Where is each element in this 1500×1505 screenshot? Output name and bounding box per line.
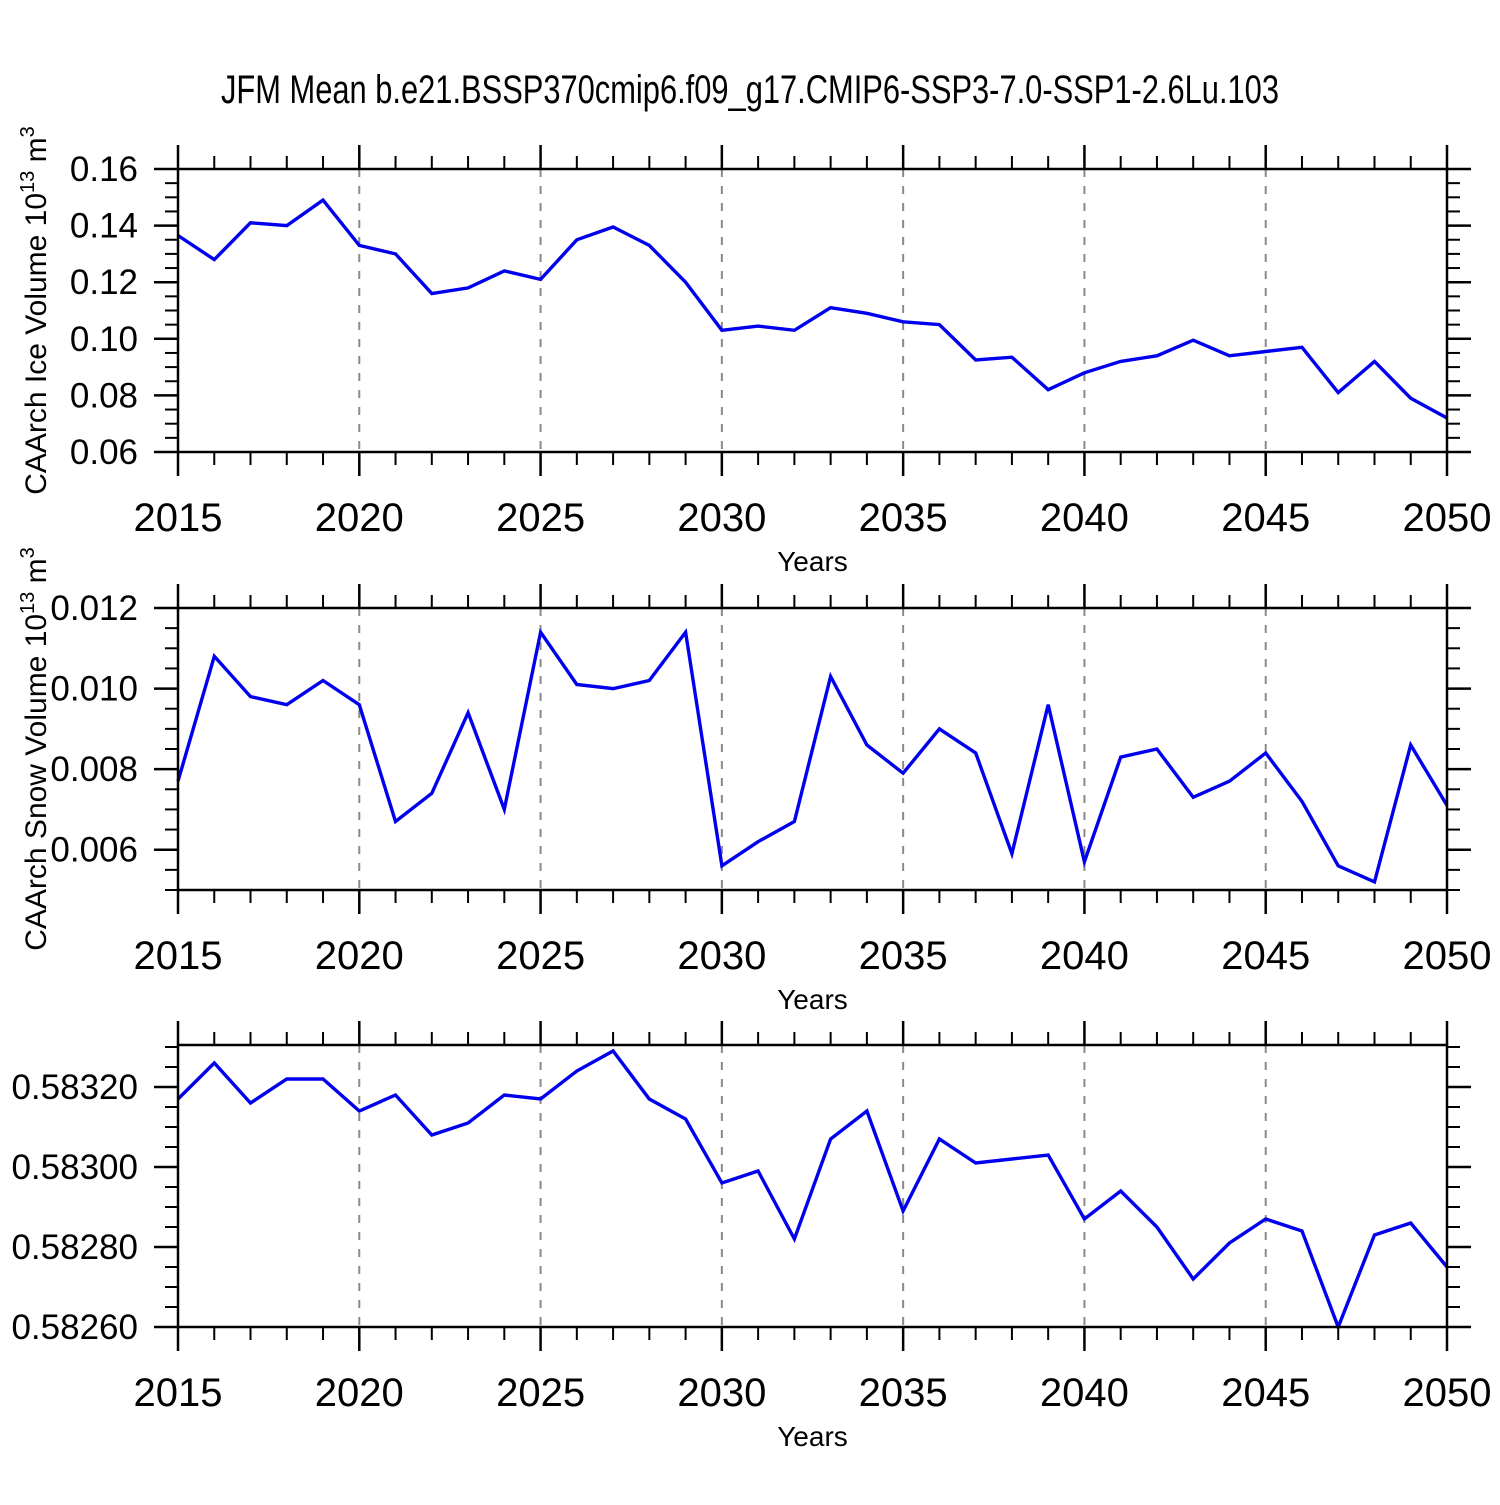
x-tick-label: 2045: [1221, 1371, 1310, 1415]
x-tick-label: 2015: [134, 934, 223, 978]
x-axis-title: Years: [777, 546, 848, 577]
y-tick-label: 0.006: [50, 831, 138, 870]
x-tick-label: 2015: [134, 496, 223, 540]
x-tick-label: 2040: [1040, 934, 1129, 978]
x-tick-label: 2040: [1040, 496, 1129, 540]
x-tick-label: 2015: [134, 1371, 223, 1415]
x-tick-label: 2045: [1221, 934, 1310, 978]
y-tick-label: 0.010: [50, 670, 138, 709]
x-tick-label: 2050: [1403, 1371, 1492, 1415]
y-tick-label: 0.58260: [11, 1308, 138, 1347]
x-axis-title: Years: [777, 984, 848, 1015]
y-tick-label: 0.008: [50, 750, 138, 789]
x-tick-label: 2040: [1040, 1371, 1129, 1415]
y-axis-title: CAArch Snow Volume 1013 m3: [17, 547, 53, 951]
x-tick-label: 2030: [677, 1371, 766, 1415]
series-line-ice-volume: [177, 197, 1448, 420]
panel-snow-volume: 0.006 0.008 0.010 0.012 2015 2020 2025 2030 2035…: [17, 547, 1491, 1015]
x-tick-label: 2035: [859, 1371, 948, 1415]
x-tick-label: 2030: [677, 934, 766, 978]
y-tick-label: 0.08: [70, 376, 138, 415]
y-tick-label: 0.12: [70, 263, 138, 302]
x-tick-label: 2035: [859, 496, 948, 540]
x-tick-label: 2035: [859, 934, 948, 978]
x-tick-label: 2020: [315, 934, 404, 978]
x-tick-label: 2025: [496, 1371, 585, 1415]
x-tick-label: 2020: [315, 1371, 404, 1415]
x-tick-label: 2045: [1221, 496, 1310, 540]
y-tick-label: 0.58280: [11, 1228, 138, 1267]
x-tick-label: 2025: [496, 496, 585, 540]
y-tick-label: 0.58320: [11, 1068, 138, 1107]
x-tick-label: 2030: [677, 496, 766, 540]
x-tick-label: 2025: [496, 934, 585, 978]
x-tick-label: 2050: [1403, 496, 1492, 540]
y-tick-label: 0.012: [50, 589, 138, 628]
y-tick-label: 0.16: [70, 150, 138, 189]
panels-group: 0.06 0.08 0.10 0.12 0.14 0.16 2015 2020 2025 2030…: [11, 126, 1491, 1452]
series-line-snow-volume: [176, 627, 1449, 885]
panel-series-3: 0.58260 0.58280 0.58300 0.58320 2015 2020 2025…: [11, 1021, 1491, 1452]
series-line-series-3: [176, 1048, 1449, 1332]
y-tick-label: 0.58300: [11, 1148, 138, 1187]
y-tick-label: 0.10: [70, 320, 138, 359]
chart-title: JFM Mean b.e21.BSSP370cmip6.f09_g17.CMIP…: [221, 68, 1279, 112]
y-tick-label: 0.06: [70, 433, 138, 472]
y-tick-label: 0.14: [70, 207, 138, 246]
panel-border: [176, 167, 1449, 454]
panel-ice-volume: 0.06 0.08 0.10 0.12 0.14 0.16 2015 2020 2025 2030…: [17, 126, 1491, 577]
x-tick-label: 2050: [1403, 934, 1492, 978]
y-axis-title: CAArch Ice Volume 1013 m3: [17, 126, 53, 495]
x-tick-label: 2020: [315, 496, 404, 540]
x-axis-title: Years: [777, 1421, 848, 1452]
